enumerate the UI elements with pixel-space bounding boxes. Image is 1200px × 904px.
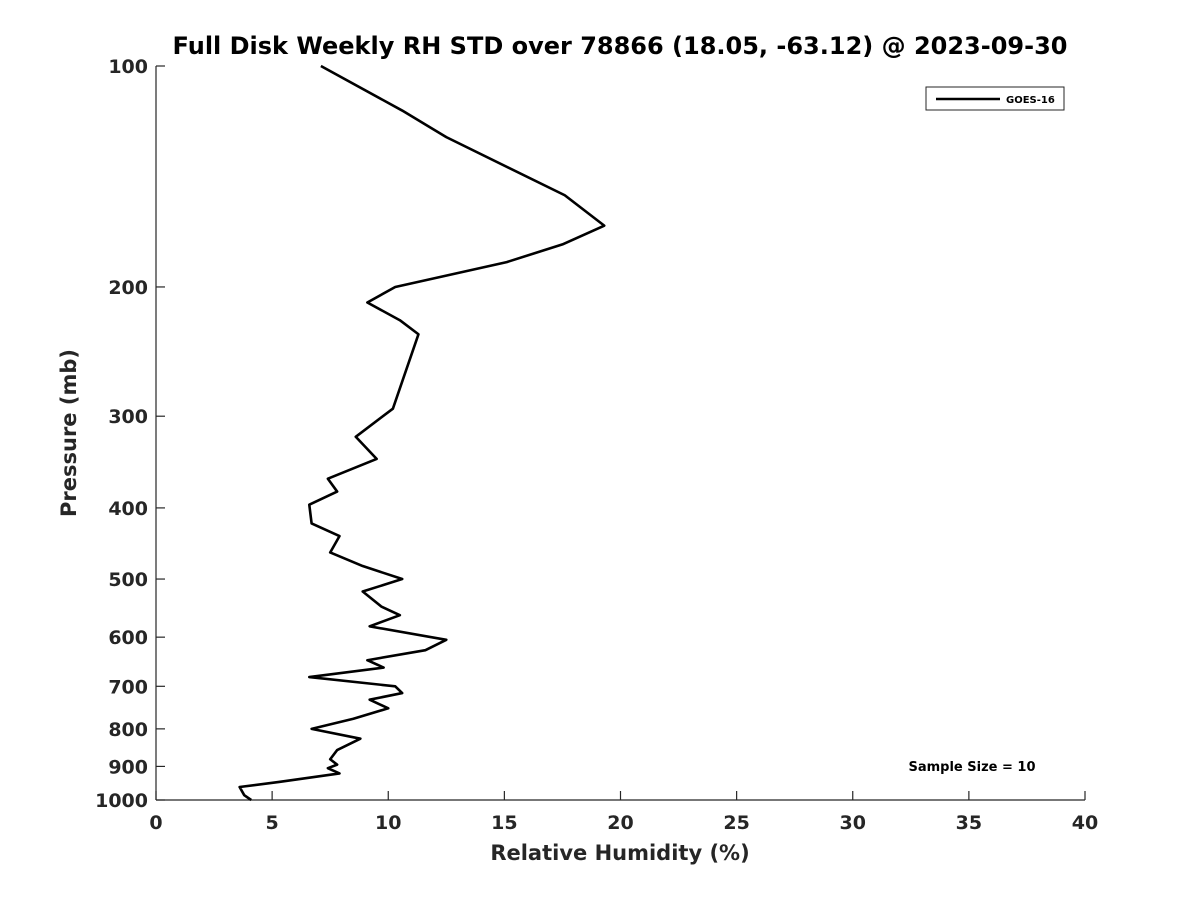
x-axis-ticks: 0 5 10 15 20 25 30 35 40 [149, 791, 1098, 834]
x-tick-label: 10 [375, 812, 401, 834]
chart-title: Full Disk Weekly RH STD over 78866 (18.0… [173, 32, 1068, 60]
y-tick-label: 500 [108, 569, 148, 591]
y-axis-ticks: 100 200 300 400 500 600 700 800 900 1000 [95, 56, 165, 812]
y-tick-label: 800 [108, 719, 148, 741]
y-tick-label: 400 [108, 498, 148, 520]
x-tick-label: 20 [607, 812, 633, 834]
y-axis-label: Pressure (mb) [57, 349, 81, 517]
y-tick-label: 900 [108, 756, 148, 778]
y-tick-label: 300 [108, 406, 148, 428]
y-tick-label: 600 [108, 627, 148, 649]
x-tick-label: 0 [149, 812, 162, 834]
x-axis-label: Relative Humidity (%) [490, 841, 749, 865]
legend-label-goes-16: GOES-16 [1006, 95, 1055, 106]
sample-size-annotation: Sample Size = 10 [908, 760, 1035, 775]
x-tick-label: 25 [723, 812, 749, 834]
x-tick-label: 40 [1072, 812, 1098, 834]
y-tick-label: 100 [108, 56, 148, 78]
series-line-goes-16 [238, 64, 606, 802]
y-tick-label: 700 [108, 676, 148, 698]
y-tick-label: 1000 [95, 790, 148, 812]
legend: GOES-16 [925, 86, 1065, 111]
y-tick-label: 200 [108, 277, 148, 299]
x-tick-label: 35 [956, 812, 982, 834]
x-tick-label: 5 [266, 812, 279, 834]
x-tick-label: 15 [491, 812, 517, 834]
x-tick-label: 30 [840, 812, 866, 834]
series-group [238, 64, 606, 802]
